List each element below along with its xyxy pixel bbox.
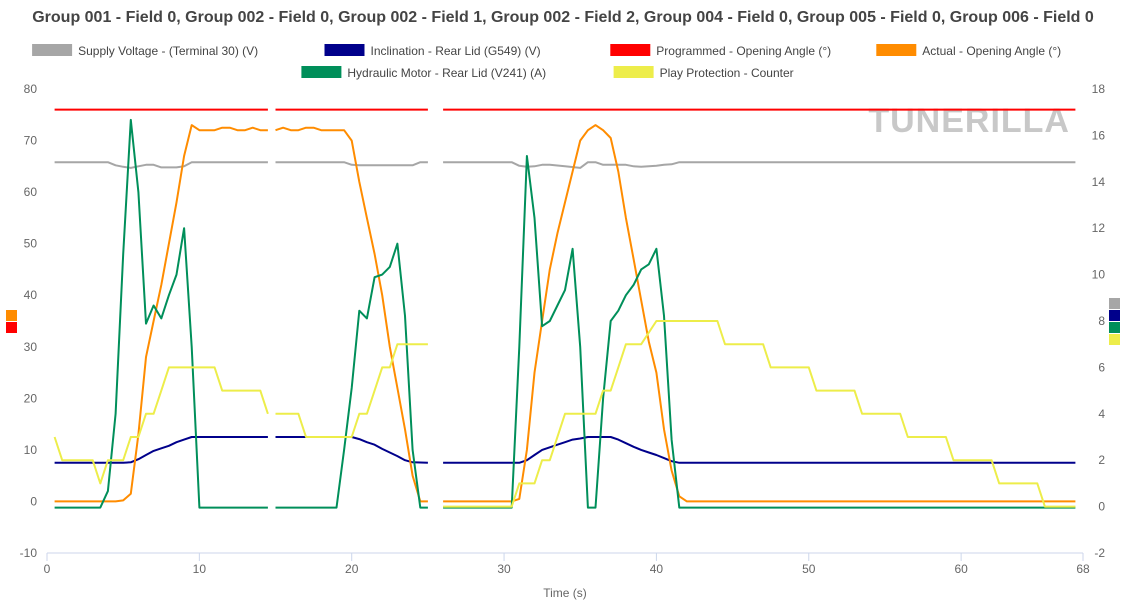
- series-line: [54, 124, 268, 503]
- chart-title: Group 001 - Field 0, Group 002 - Field 0…: [32, 9, 1094, 26]
- legend-swatch: [876, 44, 917, 56]
- series-line: [275, 126, 428, 503]
- y-left-tick-label: 70: [24, 134, 38, 148]
- x-tick-label: 10: [193, 562, 207, 576]
- x-tick-label: 30: [497, 562, 511, 576]
- y-right-tick-label: 6: [1098, 360, 1105, 374]
- y-right-tick-label: 14: [1092, 175, 1106, 189]
- side-markers: [6, 298, 1120, 345]
- watermark-logo: TUNERILLA: [868, 102, 1070, 140]
- x-tick-label: 40: [650, 562, 664, 576]
- y-right-tick-label: 12: [1092, 221, 1106, 235]
- series-line: [54, 161, 268, 169]
- y-left-tick-label: 80: [24, 82, 38, 96]
- legend-label: Play Protection - Counter: [660, 66, 794, 80]
- legend-item[interactable]: Inclination - Rear Lid (G549) (V): [324, 44, 541, 58]
- series-0: [54, 161, 1076, 169]
- y-left-tick-label: 10: [24, 443, 38, 457]
- series-5: [53, 320, 1076, 508]
- legend-item[interactable]: Supply Voltage - (Terminal 30) (V): [32, 44, 258, 58]
- legend-swatch: [324, 44, 365, 56]
- y-left-tick-label: 0: [30, 494, 37, 508]
- y-right-tick-label: 18: [1092, 82, 1106, 96]
- x-tick-label: 20: [345, 562, 359, 576]
- legend-label: Hydraulic Motor - Rear Lid (V241) (A): [347, 66, 546, 80]
- series-line: [275, 343, 428, 438]
- series-3: [54, 124, 1076, 503]
- right-axis-series-marker: [1109, 310, 1120, 321]
- x-tick-label: 0: [44, 562, 51, 576]
- legend-item[interactable]: Play Protection - Counter: [613, 66, 794, 80]
- y-left-tick-label: 50: [24, 237, 38, 251]
- legend-label: Supply Voltage - (Terminal 30) (V): [78, 44, 258, 58]
- chart-legend: Supply Voltage - (Terminal 30) (V) Inclin…: [32, 44, 1061, 80]
- x-axis-label: Time (s): [543, 586, 587, 600]
- series-line: [443, 155, 1076, 509]
- y-left-tick-label: 30: [24, 340, 38, 354]
- legend-swatch: [32, 44, 73, 56]
- series-layer: [53, 108, 1076, 509]
- chart-axes: 0 10 20 30 40 50 60 68-1001020304050607080-2024…: [20, 82, 1106, 576]
- series-line: [275, 436, 428, 464]
- y-left-tick-label: 60: [24, 185, 38, 199]
- legend-item[interactable]: Programmed - Opening Angle (°): [610, 44, 831, 58]
- y-right-tick-label: 4: [1098, 407, 1105, 421]
- left-axis-series-marker: [6, 322, 17, 333]
- legend-label: Actual - Opening Angle (°): [922, 44, 1061, 58]
- x-tick-label: 60: [954, 562, 968, 576]
- legend-item[interactable]: Actual - Opening Angle (°): [876, 44, 1061, 58]
- series-4: [54, 118, 1076, 509]
- right-axis-series-marker: [1109, 322, 1120, 333]
- right-axis-series-marker: [1109, 298, 1120, 309]
- series-line: [54, 436, 268, 464]
- y-left-tick-label: 20: [24, 391, 38, 405]
- x-tick-label: 50: [802, 562, 816, 576]
- series-line: [54, 118, 268, 509]
- series-line: [443, 320, 1076, 508]
- legend-swatch: [613, 66, 654, 78]
- series-1: [54, 436, 1076, 464]
- legend-swatch: [610, 44, 651, 56]
- left-axis-series-marker: [6, 310, 17, 321]
- series-line: [443, 124, 1076, 503]
- legend-swatch: [301, 66, 342, 78]
- series-line: [443, 436, 1076, 464]
- y-right-tick-label: 10: [1092, 268, 1106, 282]
- right-axis-series-marker: [1109, 334, 1120, 345]
- y-left-tick-label: 40: [24, 288, 38, 302]
- series-line: [275, 242, 428, 509]
- series-line: [443, 161, 1076, 169]
- y-right-tick-label: -2: [1094, 546, 1105, 560]
- y-left-tick-label: -10: [20, 546, 38, 560]
- x-tick-label: 68: [1076, 562, 1090, 576]
- y-right-tick-label: 8: [1098, 314, 1105, 328]
- y-right-tick-label: 0: [1098, 500, 1105, 514]
- legend-label: Inclination - Rear Lid (G549) (V): [371, 44, 541, 58]
- legend-item[interactable]: Hydraulic Motor - Rear Lid (V241) (A): [301, 66, 546, 80]
- y-right-tick-label: 2: [1098, 453, 1105, 467]
- series-line: [53, 366, 269, 485]
- series-line: [275, 161, 428, 167]
- y-right-tick-label: 16: [1092, 128, 1106, 142]
- legend-label: Programmed - Opening Angle (°): [656, 44, 831, 58]
